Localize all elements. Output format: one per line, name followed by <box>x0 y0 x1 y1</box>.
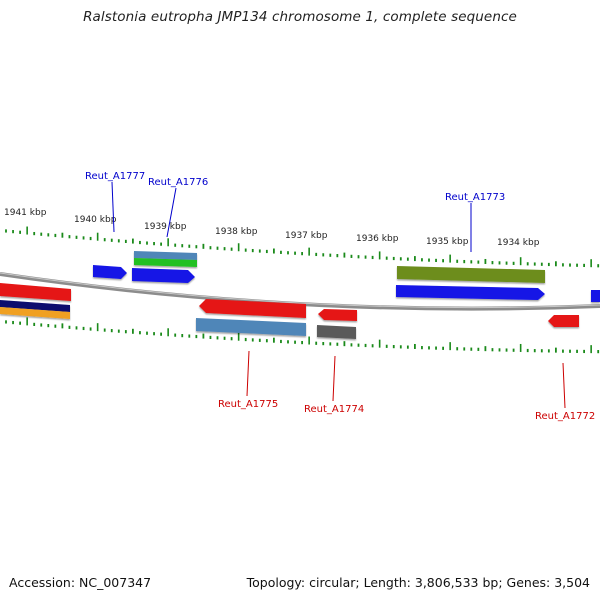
label-reut-a1775: Reut_A1775 <box>218 399 278 410</box>
label-reut-a1774: Reut_A1774 <box>304 404 364 415</box>
gene-reut-a1775[interactable] <box>196 318 306 336</box>
scale-label-1934: 1934 kbp <box>497 238 540 248</box>
scale-label-1940: 1940 kbp <box>74 215 117 225</box>
sequence-stats: Topology: circular; Length: 3,806,533 bp… <box>246 575 590 590</box>
label-reut-a1776: Reut_A1776 <box>148 177 208 188</box>
reverse-genes <box>0 283 579 339</box>
leader-reut-a1772 <box>562 362 566 409</box>
gene-reut-a1776-track-b[interactable] <box>134 258 197 267</box>
scale-ticks-upper <box>5 226 600 268</box>
accession-text: Accession: NC_007347 <box>9 575 152 590</box>
forward-gene-labels: Reut_A1777 Reut_A1776 Reut_A1773 <box>85 171 505 252</box>
gene-right-edge[interactable] <box>591 290 600 302</box>
gene-left-orange[interactable] <box>0 307 70 319</box>
scale-label-1941: 1941 kbp <box>4 208 47 218</box>
gene-reut-a1774-arrow[interactable] <box>318 309 357 321</box>
gene-left-navy[interactable] <box>0 300 70 312</box>
leader-reut-a1775 <box>246 350 250 397</box>
leader-reut-a1776 <box>166 187 177 238</box>
gene-left-red[interactable] <box>0 283 71 301</box>
leader-reut-a1774 <box>332 355 336 402</box>
label-reut-a1772: Reut_A1772 <box>535 411 595 422</box>
gene-olive-band[interactable] <box>397 266 545 283</box>
gene-reut-a1777[interactable] <box>93 265 127 279</box>
scale-labels: 1941 kbp 1940 kbp 1939 kbp 1938 kbp 1937… <box>4 208 540 248</box>
forward-genes <box>93 251 600 302</box>
scale-label-1937: 1937 kbp <box>285 231 328 241</box>
label-reut-a1777: Reut_A1777 <box>85 171 145 182</box>
gene-reut-a1776[interactable] <box>132 268 195 283</box>
scale-label-1939: 1939 kbp <box>144 222 187 232</box>
chromosome-backbone-highlight <box>0 272 600 309</box>
gene-reut-a1773[interactable] <box>396 285 545 300</box>
gene-reut-a1776-track-a[interactable] <box>134 251 197 260</box>
gene-reut-a1772[interactable] <box>548 315 579 327</box>
scale-ticks-lower <box>5 317 600 354</box>
scale-label-1936: 1936 kbp <box>356 234 399 244</box>
scale-label-1938: 1938 kbp <box>215 227 258 237</box>
leader-reut-a1777 <box>111 181 115 233</box>
scale-label-1935: 1935 kbp <box>426 237 469 247</box>
map-title: Ralstonia eutropha JMP134 chromosome 1, … <box>83 9 517 25</box>
label-reut-a1773: Reut_A1773 <box>445 192 505 203</box>
gene-reut-a1774[interactable] <box>317 325 356 339</box>
gene-reut-a1775-arrow[interactable] <box>199 299 306 318</box>
reverse-gene-labels: Reut_A1775 Reut_A1774 Reut_A1772 <box>218 350 595 422</box>
